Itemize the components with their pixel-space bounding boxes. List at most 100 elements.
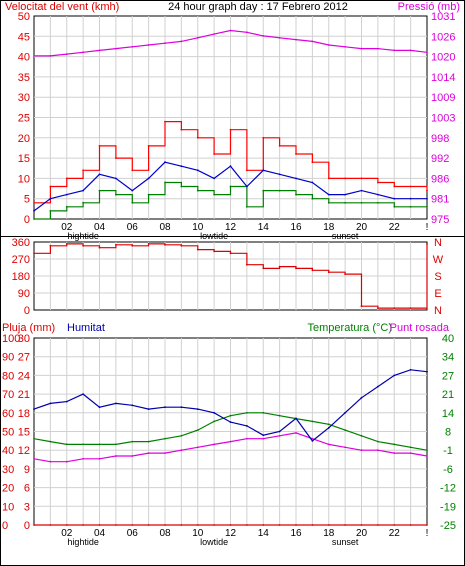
rain-line-point — [229, 524, 232, 526]
rain-tick-label: 24 — [18, 370, 30, 382]
graph-title: 24 hour graph day : 17 Febrero 2012 — [168, 1, 348, 13]
climate-x-tick-label: 12 — [225, 528, 237, 539]
pressure-line-point — [196, 36, 199, 39]
dewpoint-line-point — [213, 443, 216, 446]
wind-gust-line-point — [229, 128, 232, 131]
wind-avg-line-point — [33, 210, 35, 212]
climate-x-tick-label: 06 — [127, 528, 139, 539]
humidity-tick-label: 40 — [2, 445, 14, 457]
wind-direction-line-point — [377, 307, 379, 309]
wind-x-tick-label: 22 — [389, 222, 401, 233]
wind-direction-line-point — [246, 263, 248, 266]
rain-line-point — [360, 524, 363, 526]
rain-tick-label: 15 — [18, 427, 30, 439]
wind-direction-line-point — [311, 269, 314, 272]
wind-x-tick-label: 12 — [225, 222, 237, 233]
wind-x-tick-label: 04 — [94, 222, 106, 233]
wind-avg-line-point — [229, 165, 232, 168]
temperature-tick-label: 14 — [442, 408, 454, 420]
pressure-line-point — [377, 47, 379, 50]
humidity-line-point — [393, 374, 396, 377]
wind-gust-line-point — [147, 145, 150, 147]
dewpoint-line-point — [180, 449, 183, 452]
wind-avg-line-point — [278, 173, 281, 176]
wind-tick-label: 20 — [18, 133, 30, 145]
compass-tick-label: W — [433, 254, 444, 266]
wind-low-line-point — [246, 205, 248, 208]
humidity-tick-label: 80 — [2, 370, 14, 382]
wind-low-line-point — [147, 193, 150, 196]
pressure-tick-label: 1026 — [431, 31, 455, 43]
wind-direction-line-point — [278, 265, 281, 268]
rain-line-point — [49, 524, 52, 526]
temperature-line-point — [65, 443, 68, 446]
direction-tick-label: 360 — [12, 237, 30, 249]
wind-low-line-point — [295, 193, 297, 196]
dewpoint-line-point — [311, 437, 314, 440]
dewpoint-line-point — [49, 460, 52, 463]
climate-x-tick-label: 08 — [159, 528, 171, 539]
wind-gust-line-point — [196, 136, 199, 139]
wind-avg-line-point — [246, 185, 248, 188]
wind-avg-line-point — [115, 177, 117, 180]
humidity-line-point — [213, 411, 216, 414]
wind-low-line-point — [311, 197, 314, 200]
wind-axis-title: Velocitat del vent (kmh) — [5, 1, 119, 13]
humidity-line-point — [409, 368, 412, 371]
rain-axis-title: Pluja (mm) — [2, 322, 55, 334]
wind-low-line-point — [393, 205, 396, 208]
humidity-line-point — [360, 396, 363, 399]
wind-gust-line-point — [426, 189, 428, 192]
rain-line-point — [213, 524, 216, 526]
temperature-tick-label: -6 — [443, 464, 453, 476]
wind-gust-line-point — [164, 120, 166, 123]
temperature-line-point — [33, 437, 35, 440]
rain-tick-label: 3 — [24, 501, 30, 513]
dewpoint-line-point — [246, 437, 248, 440]
wind-low-line-point — [229, 185, 232, 188]
wind-low-line-point — [409, 205, 412, 208]
dewpoint-line-point — [65, 460, 68, 463]
temperature-tick-label: 8 — [445, 427, 451, 439]
wind-gust-line-point — [311, 161, 314, 164]
wind-low-line-point — [131, 201, 134, 204]
dewpoint-line-point — [409, 452, 412, 454]
compass-tick-label: N — [434, 305, 442, 317]
wind-low-line-point — [278, 189, 281, 192]
humidity-line-point — [65, 400, 68, 403]
wind-gust-line-point — [49, 185, 52, 188]
humidity-line-point — [98, 406, 101, 409]
rain-line-point — [33, 524, 35, 526]
wind-x-tick-label: 06 — [127, 222, 139, 233]
pressure-line-point — [49, 55, 52, 57]
pressure-line-point — [327, 44, 330, 46]
dewpoint-line-point — [393, 452, 396, 454]
wind-direction-line-point — [327, 271, 330, 274]
rain-line-point — [344, 524, 346, 526]
wind-low-line-point — [180, 185, 183, 188]
wind-gust-line-point — [409, 185, 412, 188]
wind-avg-line-point — [131, 189, 134, 192]
outer-frame-bottom — [0, 236, 465, 566]
temperature-line-point — [180, 434, 183, 437]
wind-gust-line-point — [327, 177, 330, 180]
pressure-line-point — [213, 33, 216, 35]
humidity-tick-label: 0 — [2, 520, 8, 532]
direction-tick-label: 0 — [24, 305, 30, 317]
pressure-line-point — [82, 51, 84, 54]
wind-avg-line-point — [360, 189, 363, 192]
climate-x-tick-label: 22 — [389, 528, 401, 539]
pressure-tick-label: 986 — [431, 173, 449, 185]
wind-direction-line-point — [164, 243, 166, 246]
humidity-tick-label: 10 — [2, 501, 14, 513]
wind-gust-line — [34, 121, 428, 204]
wind-x-tick-label: 10 — [192, 222, 204, 233]
humidity-tick-label: 30 — [2, 464, 14, 476]
climate-x-tick-label: 14 — [258, 528, 270, 539]
wind-x-tick-label: 08 — [159, 222, 171, 233]
wind-direction-line-point — [409, 307, 412, 309]
direction-tick-label: 180 — [12, 271, 30, 283]
pressure-line-point — [164, 42, 166, 45]
wind-tick-label: 50 — [18, 11, 30, 23]
